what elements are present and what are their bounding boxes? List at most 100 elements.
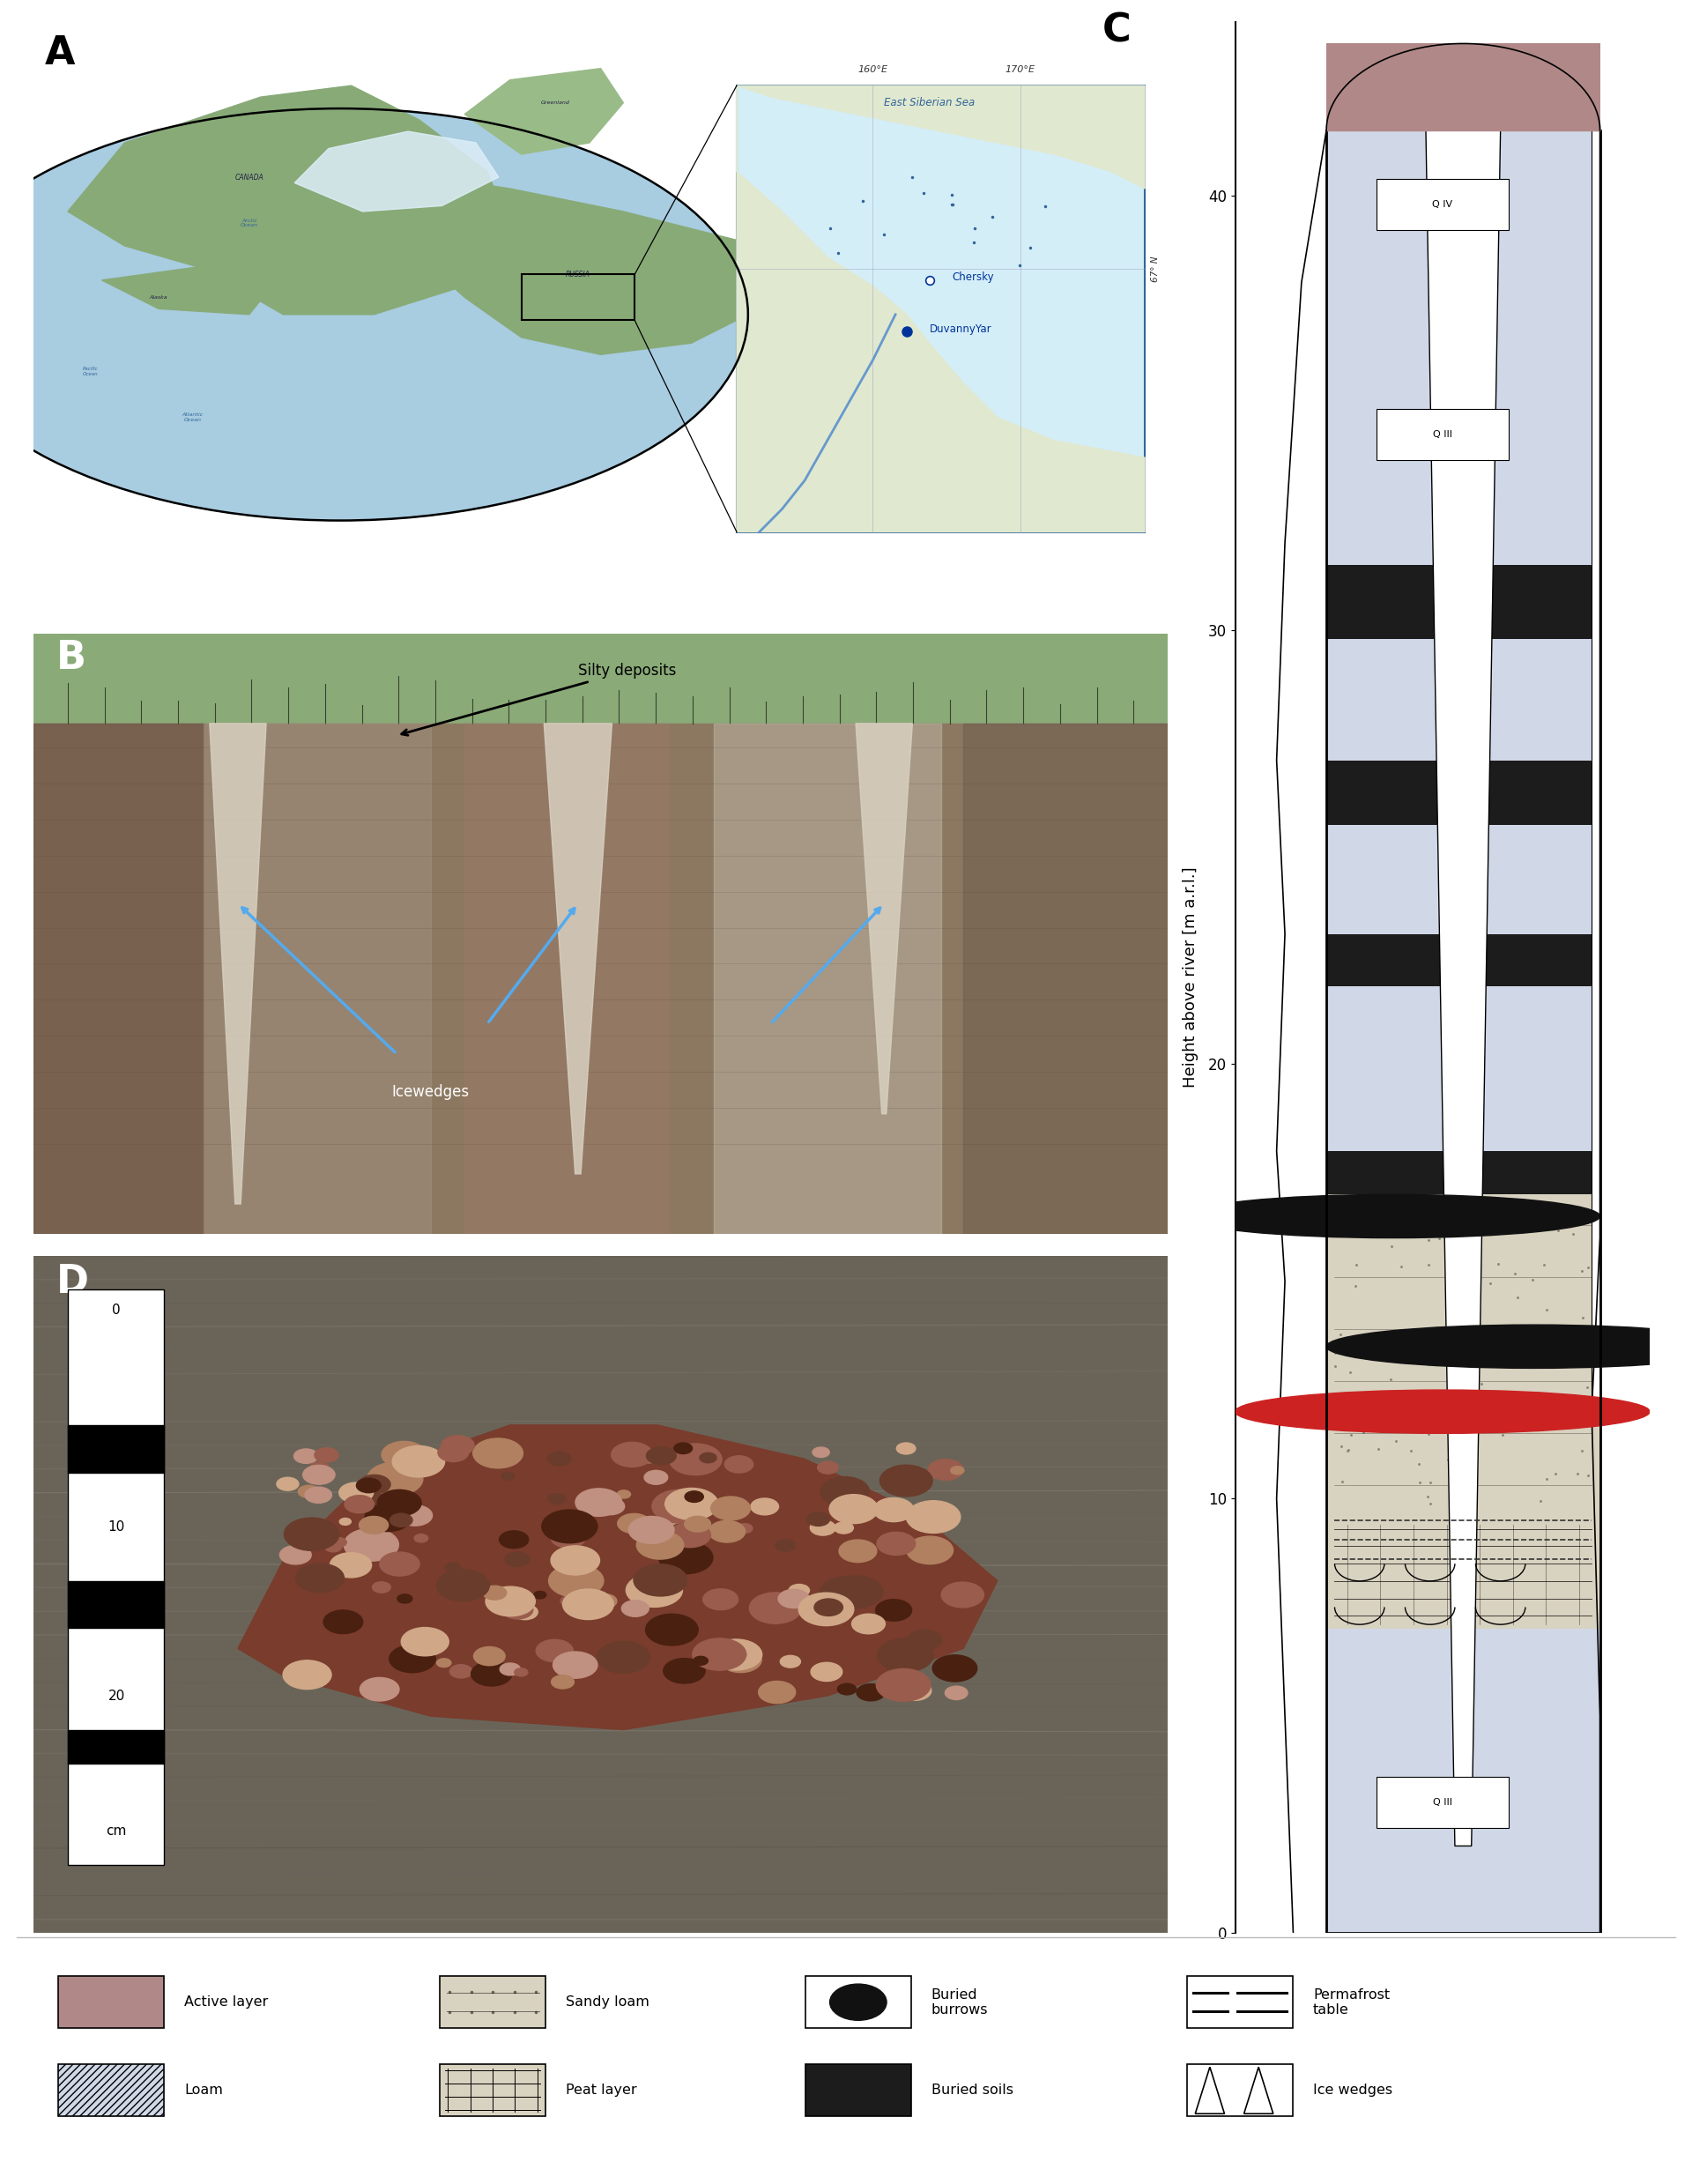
Circle shape: [951, 1465, 964, 1474]
Bar: [1327, 1151, 1601, 1195]
Circle shape: [651, 1489, 707, 1522]
Text: cm: cm: [107, 1824, 127, 1839]
Polygon shape: [736, 85, 1145, 533]
Circle shape: [369, 1489, 416, 1518]
Polygon shape: [102, 262, 272, 314]
Circle shape: [907, 1500, 961, 1533]
Text: 170°E: 170°E: [1005, 66, 1036, 74]
Circle shape: [814, 1599, 843, 1616]
Text: D: D: [56, 1262, 90, 1299]
Circle shape: [736, 1524, 753, 1533]
Circle shape: [330, 1553, 372, 1577]
Text: C: C: [1103, 13, 1132, 50]
Circle shape: [553, 1651, 597, 1677]
Circle shape: [633, 1564, 687, 1597]
Circle shape: [499, 1662, 521, 1675]
Circle shape: [315, 1448, 338, 1463]
Circle shape: [340, 1518, 350, 1524]
Circle shape: [734, 1651, 746, 1658]
Bar: [34, 723, 205, 1234]
Circle shape: [646, 1614, 699, 1645]
Circle shape: [611, 1441, 653, 1468]
Circle shape: [876, 1533, 915, 1555]
Circle shape: [778, 1590, 809, 1607]
Bar: [963, 723, 1167, 1234]
Bar: [68, 1730, 164, 1765]
Bar: [465, 723, 668, 1234]
Text: Q IV: Q IV: [1431, 201, 1453, 210]
Bar: [521, 275, 634, 321]
Circle shape: [856, 1684, 885, 1701]
Circle shape: [367, 1463, 423, 1496]
Circle shape: [838, 1684, 856, 1695]
Circle shape: [323, 1610, 362, 1634]
Circle shape: [621, 1601, 648, 1616]
Text: 0: 0: [112, 1304, 120, 1317]
Circle shape: [360, 1677, 399, 1701]
Circle shape: [442, 1435, 474, 1455]
Circle shape: [645, 1470, 668, 1485]
Circle shape: [597, 1642, 650, 1673]
Circle shape: [503, 1601, 533, 1618]
Circle shape: [0, 109, 748, 520]
Polygon shape: [210, 723, 266, 1203]
Circle shape: [345, 1496, 374, 1514]
Bar: [1327, 985, 1601, 1151]
Circle shape: [393, 1564, 408, 1572]
Circle shape: [694, 1655, 707, 1664]
Circle shape: [821, 1577, 875, 1610]
Circle shape: [667, 1522, 707, 1546]
Circle shape: [618, 1489, 631, 1498]
Bar: [1327, 760, 1601, 826]
Circle shape: [359, 1516, 389, 1533]
Circle shape: [719, 1647, 761, 1673]
Text: 20: 20: [108, 1688, 125, 1704]
Bar: [1327, 1520, 1601, 1629]
Circle shape: [702, 1590, 738, 1610]
Circle shape: [751, 1498, 778, 1516]
Circle shape: [382, 1441, 426, 1468]
Circle shape: [668, 1522, 711, 1548]
Circle shape: [415, 1533, 428, 1542]
Circle shape: [470, 1662, 513, 1686]
Text: A: A: [46, 35, 76, 72]
Text: B: B: [56, 640, 86, 677]
Circle shape: [685, 1516, 711, 1531]
Circle shape: [668, 1444, 722, 1474]
Circle shape: [663, 1658, 706, 1684]
Circle shape: [626, 1572, 682, 1607]
Circle shape: [325, 1542, 342, 1553]
Circle shape: [897, 1444, 915, 1455]
Circle shape: [548, 1564, 604, 1597]
Circle shape: [445, 1564, 460, 1572]
Circle shape: [673, 1444, 692, 1455]
Text: RUSSIA: RUSSIA: [565, 271, 591, 277]
Circle shape: [685, 1492, 704, 1503]
Circle shape: [876, 1599, 912, 1621]
Circle shape: [724, 1457, 753, 1472]
Circle shape: [357, 1479, 381, 1492]
Circle shape: [851, 1614, 885, 1634]
Bar: [1327, 131, 1601, 260]
Circle shape: [474, 1647, 506, 1666]
Circle shape: [596, 1498, 624, 1516]
Circle shape: [636, 1531, 684, 1559]
Text: East Siberian Sea: East Siberian Sea: [883, 96, 975, 109]
Circle shape: [563, 1590, 614, 1621]
Bar: [805, 2064, 910, 2116]
Circle shape: [503, 1472, 514, 1481]
Text: Pacific
Ocean: Pacific Ocean: [83, 367, 98, 376]
Bar: [34, 723, 1167, 1234]
Circle shape: [1186, 1195, 1601, 1238]
Circle shape: [558, 1555, 585, 1570]
Circle shape: [575, 1489, 623, 1516]
Circle shape: [310, 1463, 330, 1474]
Circle shape: [437, 1570, 489, 1601]
Circle shape: [294, 1448, 318, 1463]
Text: Arctic
Ocean: Arctic Ocean: [240, 218, 259, 227]
Circle shape: [829, 1983, 887, 2020]
Circle shape: [812, 1448, 829, 1457]
Circle shape: [393, 1446, 445, 1476]
Circle shape: [560, 1597, 579, 1607]
Circle shape: [929, 1459, 963, 1481]
